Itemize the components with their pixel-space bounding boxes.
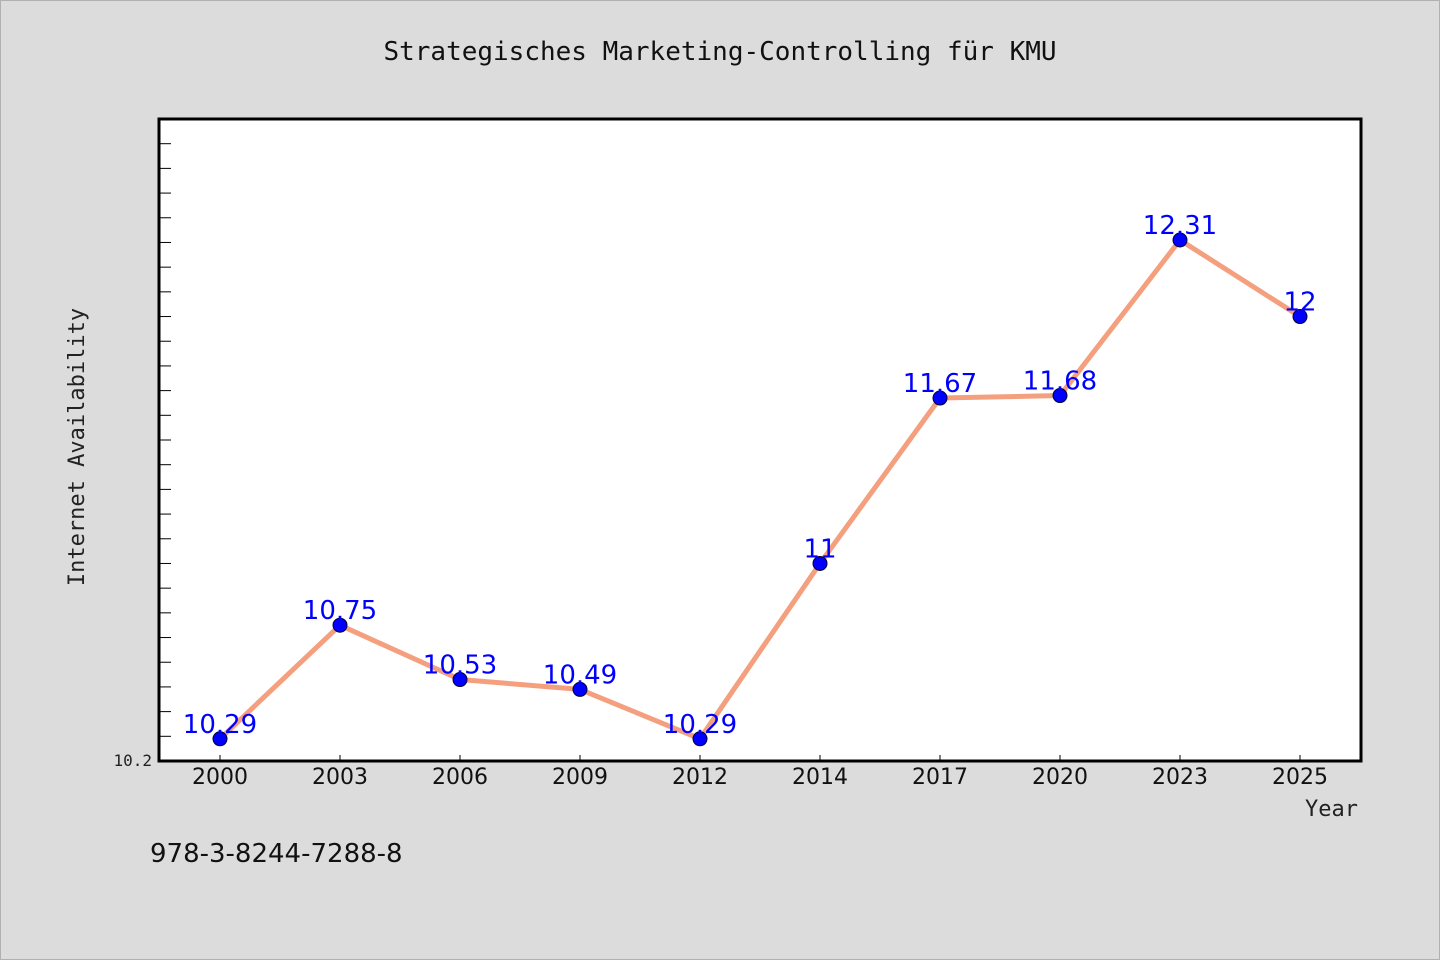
y-axis-label: Internet Availability [65, 308, 90, 586]
data-point [1172, 232, 1188, 248]
data-label: 11.68 [1023, 367, 1097, 397]
data-point [452, 672, 468, 688]
x-tick-label: 2014 [792, 765, 848, 790]
data-label: 12 [1283, 288, 1316, 318]
data-label: 10.29 [183, 710, 257, 740]
x-tick-label: 2009 [552, 765, 608, 790]
x-tick-label: 2020 [1032, 765, 1088, 790]
chart-title: Strategisches Marketing-Controlling für … [383, 37, 1056, 67]
x-tick-label: 2000 [192, 765, 248, 790]
data-labels: 10.29 10.75 10.53 10.49 10.29 11 11.67 11.68 12.… [183, 211, 1317, 740]
data-point [812, 555, 828, 571]
data-point [932, 390, 948, 406]
y-tick-label: 10.2 [113, 751, 152, 770]
x-tick-label: 2006 [432, 765, 488, 790]
data-point [572, 681, 588, 697]
series-line [217, 237, 1303, 742]
data-markers [212, 232, 1308, 747]
data-label: 10.53 [423, 651, 497, 681]
x-tick-label: 2003 [312, 765, 368, 790]
data-point [212, 731, 228, 747]
x-axis-ticks: 2000 2003 2006 2009 2012 2014 2017 2020 2023 2025 [192, 755, 1328, 790]
x-tick-label: 2023 [1152, 765, 1208, 790]
data-point [1052, 388, 1068, 404]
y-axis-ticks [159, 143, 171, 737]
data-label: 10.49 [543, 660, 617, 690]
x-tick-label: 2017 [912, 765, 968, 790]
data-label: 10.29 [663, 710, 737, 740]
data-label: 12.31 [1143, 211, 1217, 241]
data-label: 11 [803, 534, 836, 564]
data-label: 10.75 [303, 596, 377, 626]
x-tick-label: 2025 [1272, 765, 1328, 790]
x-axis-label: Year [1305, 797, 1358, 822]
data-point [332, 617, 348, 633]
data-point [1292, 309, 1308, 325]
data-point [692, 731, 708, 747]
isbn-footer: 978-3-8244-7288-8 [150, 839, 403, 869]
data-label: 11.67 [903, 369, 977, 399]
x-tick-label: 2012 [672, 765, 728, 790]
